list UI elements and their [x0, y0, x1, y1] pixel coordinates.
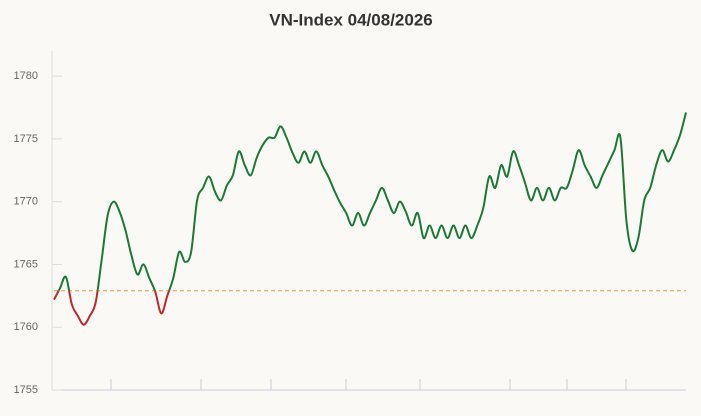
chart-title: VN-Index 04/08/2026	[269, 10, 432, 29]
y-tick-label: 1760	[14, 321, 38, 333]
y-tick-label: 1780	[14, 70, 38, 82]
y-tick-label: 1765	[14, 258, 38, 270]
y-tick-label: 1775	[14, 133, 38, 145]
price-line-above	[57, 112, 687, 291]
y-tick-label: 1770	[14, 196, 38, 208]
y-tick-label: 1755	[14, 384, 38, 396]
x-ticks	[110, 379, 627, 390]
price-line-below	[53, 290, 171, 326]
